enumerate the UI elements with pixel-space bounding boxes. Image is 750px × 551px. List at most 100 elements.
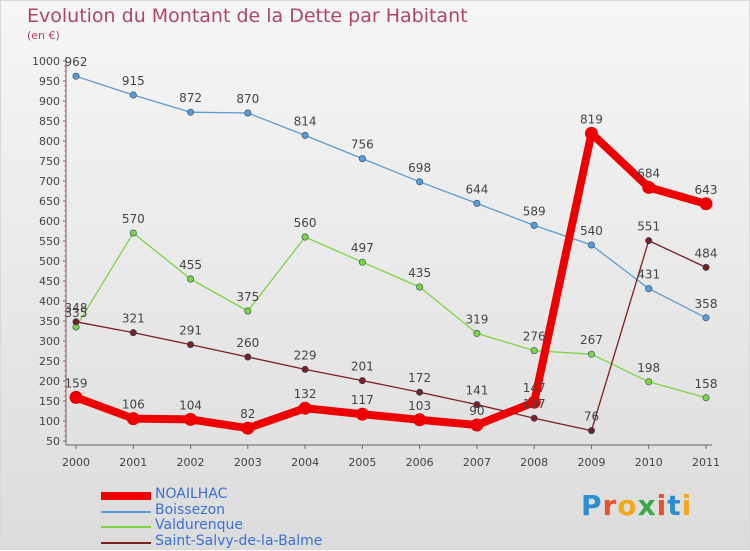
data-label: 104 (179, 398, 202, 412)
data-point (358, 155, 366, 163)
data-label: 915 (122, 74, 145, 88)
y-tick-label: 450 (39, 275, 60, 288)
data-label: 643 (695, 183, 718, 197)
data-label: 198 (637, 361, 660, 375)
y-tick-label: 700 (39, 175, 60, 188)
y-tick-label: 50 (46, 435, 60, 448)
x-tick-label: 2002 (177, 456, 205, 469)
y-tick-label: 200 (39, 375, 60, 388)
data-point (527, 395, 541, 409)
data-point (645, 285, 653, 293)
data-point (301, 131, 309, 139)
y-tick-label: 750 (39, 155, 60, 168)
x-tick-label: 2010 (635, 456, 663, 469)
data-point (702, 394, 710, 402)
data-point (470, 418, 484, 432)
data-label: 872 (179, 91, 202, 105)
y-tick-label: 850 (39, 115, 60, 128)
data-label: 107 (523, 397, 546, 411)
legend-swatch (101, 541, 151, 544)
chart-unit: (en €) (27, 29, 60, 42)
data-label: 358 (695, 297, 718, 311)
x-tick-label: 2005 (348, 456, 376, 469)
data-label: 644 (465, 182, 488, 196)
data-point (241, 421, 255, 435)
data-label: 117 (351, 393, 374, 407)
y-tick-label: 100 (39, 415, 60, 428)
data-labels: 962 915 872 870 814 756 698 644 589 540 431 358 335 5… (65, 55, 718, 423)
data-point (187, 108, 195, 116)
data-point (358, 377, 366, 385)
data-label: 589 (523, 204, 546, 218)
legend-label: Saint-Salvy-de-la-Balme (155, 532, 323, 549)
data-point (129, 329, 137, 337)
data-point (129, 91, 137, 99)
data-label: 455 (179, 258, 202, 272)
data-label: 375 (236, 290, 259, 304)
data-point (358, 258, 366, 266)
legend-label: NOAILHAC (155, 486, 228, 502)
data-label: 103 (408, 399, 431, 413)
data-label: 90 (469, 404, 484, 418)
data-label: 159 (65, 376, 88, 390)
data-label: 141 (465, 384, 488, 398)
x-tick-label: 2003 (234, 456, 262, 469)
data-point (645, 378, 653, 386)
y-tick-label: 800 (39, 135, 60, 148)
data-label: 267 (580, 333, 603, 347)
legend-label: Boissezon (155, 501, 226, 518)
data-label: 431 (637, 268, 660, 282)
data-point (642, 180, 656, 194)
data-label: 319 (465, 312, 488, 326)
data-label: 348 (65, 301, 88, 315)
data-label: 260 (236, 336, 259, 350)
legend-label: Valdurenque (155, 517, 244, 533)
x-tick-label: 2011 (692, 456, 720, 469)
x-tick-label: 2007 (463, 456, 491, 469)
y-tick-label: 400 (39, 295, 60, 308)
data-label: 560 (294, 216, 317, 230)
data-point (416, 388, 424, 396)
data-label: 756 (351, 138, 374, 152)
chart-title: Evolution du Montant de la Dette par Hab… (27, 5, 468, 27)
data-label: 335 (65, 306, 88, 320)
data-label: 82 (240, 407, 255, 421)
data-point (702, 314, 710, 322)
series-line-noailhac (74, 129, 708, 433)
legend-swatch (101, 510, 151, 513)
data-label: 698 (408, 161, 431, 175)
data-point (473, 329, 481, 337)
data-label: 172 (408, 371, 431, 385)
data-point (72, 72, 80, 80)
data-point (184, 412, 198, 426)
data-label: 497 (351, 241, 374, 255)
series-line-boissezon (75, 75, 707, 319)
data-point (301, 233, 309, 241)
data-label: 106 (122, 398, 145, 412)
data-label: 540 (580, 224, 603, 238)
y-tick-label: 600 (39, 215, 60, 228)
data-label: 276 (523, 330, 546, 344)
data-point (587, 350, 595, 358)
data-label: 962 (65, 55, 88, 69)
data-point (645, 237, 653, 245)
data-label: 551 (637, 220, 660, 234)
data-label: 819 (580, 112, 603, 126)
data-point (584, 126, 598, 140)
series-line-valdurenque (75, 232, 707, 399)
y-tick-label: 150 (39, 395, 60, 408)
data-point (587, 427, 595, 435)
x-tick-label: 2004 (291, 456, 319, 469)
data-label: 76 (584, 410, 599, 424)
data-point (702, 263, 710, 271)
data-point (416, 283, 424, 291)
data-point (473, 401, 481, 409)
data-label: 570 (122, 212, 145, 226)
data-point (301, 365, 309, 373)
proxiti-logo: Proxiti (581, 489, 693, 522)
axes: 50 100 150 200 250 300 350 400 450 500 550 600 650 70… (32, 55, 720, 469)
data-label: 132 (294, 387, 317, 401)
data-label: 484 (695, 246, 718, 260)
data-label: 870 (236, 92, 259, 106)
